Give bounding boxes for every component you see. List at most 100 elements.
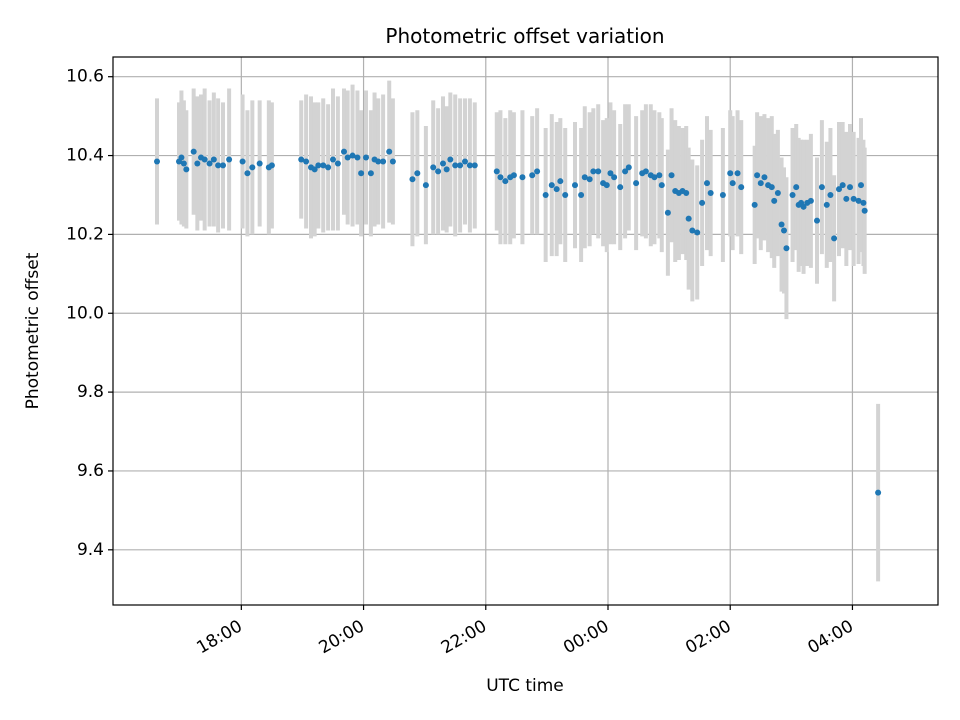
data-point xyxy=(781,227,787,234)
data-point xyxy=(201,156,208,163)
data-point xyxy=(249,164,256,171)
data-point xyxy=(827,191,834,198)
data-point xyxy=(557,178,564,185)
data-point xyxy=(298,156,305,163)
data-point xyxy=(430,164,437,171)
data-point xyxy=(493,168,500,175)
data-point xyxy=(239,158,246,165)
data-point xyxy=(595,168,602,175)
data-point xyxy=(443,166,450,173)
data-point xyxy=(847,184,853,191)
data-point xyxy=(581,174,588,181)
data-point xyxy=(303,158,310,165)
data-point xyxy=(358,170,365,177)
data-point xyxy=(607,170,614,177)
data-point xyxy=(694,229,701,236)
data-point xyxy=(689,227,696,234)
y-tick-label: 9.4 xyxy=(77,540,104,560)
data-point xyxy=(789,191,796,198)
data-point xyxy=(699,199,706,206)
y-axis-label: Photometric offset xyxy=(23,252,43,409)
data-point xyxy=(778,221,785,228)
y-tick-label: 10.6 xyxy=(66,67,104,87)
data-point xyxy=(457,162,464,169)
data-point xyxy=(807,197,814,204)
data-point xyxy=(553,186,560,193)
y-tick-label: 10.2 xyxy=(66,224,104,244)
data-point xyxy=(590,168,597,175)
data-point xyxy=(768,184,775,191)
data-point xyxy=(771,197,778,204)
plot-frame xyxy=(112,56,939,606)
data-point xyxy=(757,180,764,187)
data-point xyxy=(704,180,710,187)
data-point xyxy=(783,245,790,252)
data-point xyxy=(471,162,478,169)
data-point xyxy=(719,191,726,198)
y-tick-label: 9.8 xyxy=(77,382,104,402)
data-point xyxy=(850,195,857,202)
data-point xyxy=(529,172,536,179)
data-point xyxy=(793,184,800,191)
data-point xyxy=(761,174,768,181)
data-point xyxy=(325,164,332,171)
data-point xyxy=(818,184,825,191)
y-tick-label: 10.0 xyxy=(66,303,104,323)
y-tick-label: 10.4 xyxy=(66,146,104,166)
y-tick-label: 9.6 xyxy=(77,461,104,481)
data-point xyxy=(633,180,640,187)
data-point xyxy=(774,190,781,197)
data-point xyxy=(354,154,361,161)
data-point xyxy=(510,172,517,179)
data-point xyxy=(435,168,442,175)
data-point xyxy=(341,148,347,155)
data-point xyxy=(572,182,578,189)
data-point xyxy=(226,156,233,163)
data-points xyxy=(154,148,882,496)
data-point xyxy=(603,182,610,189)
data-point xyxy=(380,158,387,165)
data-point xyxy=(452,162,459,169)
data-point xyxy=(519,174,526,181)
data-point xyxy=(658,182,665,189)
data-point xyxy=(707,190,714,197)
data-point xyxy=(210,156,217,163)
data-point xyxy=(685,215,692,222)
data-point xyxy=(642,168,649,175)
data-point xyxy=(334,160,341,167)
data-point xyxy=(734,170,741,177)
data-point xyxy=(727,170,734,177)
data-point xyxy=(617,184,624,191)
data-point xyxy=(311,166,318,173)
data-point xyxy=(363,154,369,161)
data-point xyxy=(754,172,761,179)
y-axis-ticks: 9.4 9.6 9.8 10.0 10.2 10.4 10.6 xyxy=(66,67,113,560)
data-point xyxy=(611,174,618,181)
data-point xyxy=(190,148,197,155)
data-point xyxy=(860,199,867,206)
data-point xyxy=(194,160,201,167)
data-point xyxy=(858,182,864,189)
data-point xyxy=(800,203,807,210)
data-point xyxy=(466,162,473,169)
data-point xyxy=(823,201,830,208)
data-point xyxy=(462,158,468,165)
data-point xyxy=(668,172,675,179)
data-point xyxy=(622,168,629,175)
data-point xyxy=(843,195,850,202)
data-point xyxy=(244,170,251,177)
data-point xyxy=(497,174,504,181)
data-point xyxy=(578,191,585,198)
data-point xyxy=(215,162,222,169)
data-point xyxy=(855,197,862,204)
data-point xyxy=(422,182,429,189)
data-point xyxy=(875,489,882,496)
data-point xyxy=(548,182,555,189)
data-point xyxy=(751,201,758,208)
data-point xyxy=(729,180,736,187)
data-point xyxy=(836,186,842,193)
data-point xyxy=(154,158,160,165)
data-point xyxy=(320,162,327,169)
data-point xyxy=(414,170,421,177)
